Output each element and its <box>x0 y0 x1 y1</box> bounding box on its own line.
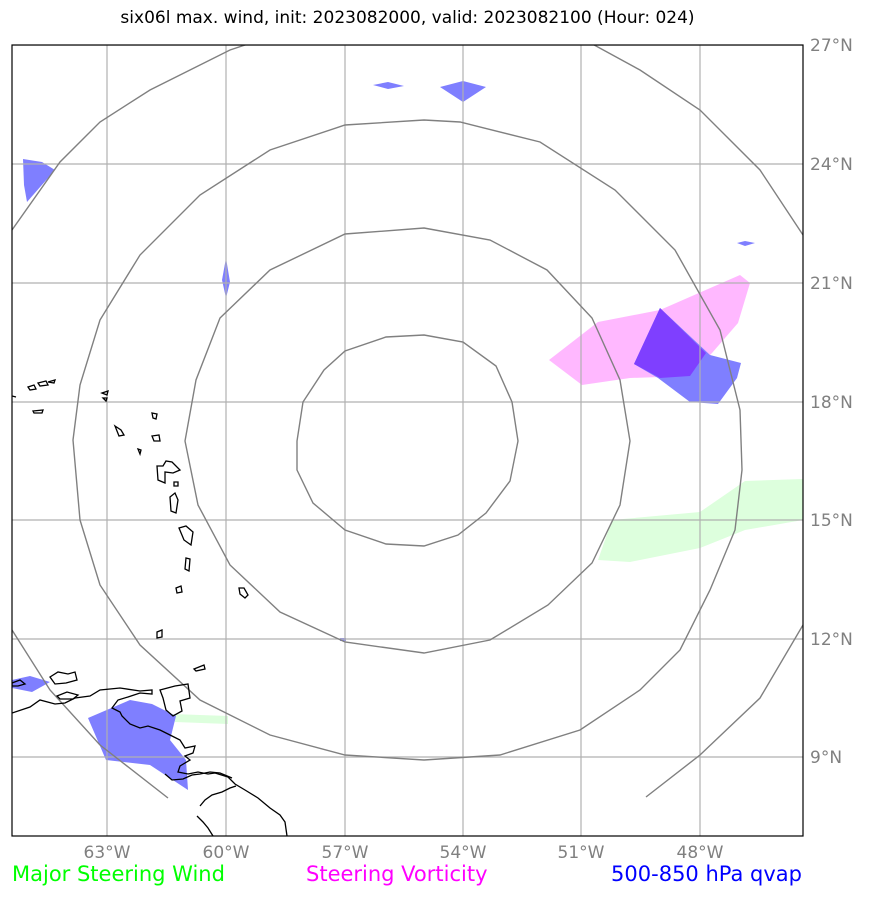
lat-label-18: 18°N <box>810 393 853 413</box>
island-coast <box>192 664 206 672</box>
island-coast <box>178 525 194 547</box>
lon-label-51: 51°W <box>558 843 605 863</box>
range-ring-4-southeast <box>645 624 803 798</box>
legend-qvap: 500-850 hPa qvap <box>611 862 802 886</box>
island-coast <box>173 481 179 487</box>
island-coast <box>101 397 108 403</box>
lat-label-21: 21°N <box>810 274 853 294</box>
island-coast <box>26 384 37 391</box>
island-coast <box>47 379 57 384</box>
mainland-coast <box>199 785 237 807</box>
island-coast <box>31 409 44 414</box>
qvap-field <box>12 81 755 790</box>
map-title: six06l max. wind, init: 2023082000, vali… <box>120 8 695 28</box>
island-coast <box>136 447 142 457</box>
range-rings <box>12 45 803 799</box>
island-coast <box>159 683 191 717</box>
island-coast <box>156 460 182 484</box>
qvap-area-east-small <box>737 241 755 246</box>
graticule <box>12 45 803 836</box>
island-coast <box>151 412 158 420</box>
island-coast <box>238 587 249 599</box>
lat-label-12: 12°N <box>810 630 853 650</box>
legend-major-steering-wind: Major Steering Wind <box>12 862 225 886</box>
island-coast <box>156 629 163 639</box>
range-ring-4-north <box>12 45 248 231</box>
lat-label-24: 24°N <box>810 155 853 175</box>
qvap-area-sw-1 <box>12 676 50 692</box>
legend-steering-vorticity: Steering Vorticity <box>306 862 488 886</box>
range-ring-2 <box>184 227 631 654</box>
lat-label-27: 27°N <box>810 36 853 56</box>
qvap-overlap-area <box>634 308 706 378</box>
wind-area-west <box>172 714 228 724</box>
lat-axis: 27°N 24°N 21°N 18°N 15°N 12°N 9°N <box>810 36 853 768</box>
range-ring-3 <box>72 119 743 761</box>
island-coast <box>113 424 126 437</box>
island-coast <box>55 691 80 700</box>
lon-label-57: 57°W <box>322 843 369 863</box>
lon-label-48: 48°W <box>677 843 724 863</box>
island-coast <box>169 491 179 514</box>
lon-label-54: 54°W <box>440 843 487 863</box>
major-steering-wind-field <box>172 479 803 724</box>
mainland-coast <box>196 815 214 836</box>
map-frame <box>11 44 804 837</box>
qvap-area-top-1 <box>373 82 404 89</box>
island-coast <box>12 679 27 687</box>
range-ring-1 <box>296 334 519 547</box>
lat-label-9: 9°N <box>810 748 842 768</box>
island-coast <box>36 380 49 387</box>
island-coast <box>175 585 183 594</box>
range-ring-4-southwest <box>12 629 169 799</box>
qvap-area-sw-2 <box>88 700 188 790</box>
island-coast <box>100 390 109 396</box>
island-coast <box>184 557 191 573</box>
island-coast <box>49 671 78 685</box>
mainland-coast <box>164 771 233 781</box>
lon-axis: 63°W 60°W 57°W 54°W 51°W 48°W <box>84 843 724 863</box>
island-coast <box>12 395 17 398</box>
lat-label-15: 15°N <box>810 511 853 531</box>
lon-label-63: 63°W <box>84 843 131 863</box>
qvap-area-nw <box>23 159 55 202</box>
island-coast <box>151 434 161 442</box>
lon-label-60: 60°W <box>203 843 250 863</box>
range-ring-4-northeast <box>592 45 803 236</box>
coastlines <box>12 379 288 836</box>
